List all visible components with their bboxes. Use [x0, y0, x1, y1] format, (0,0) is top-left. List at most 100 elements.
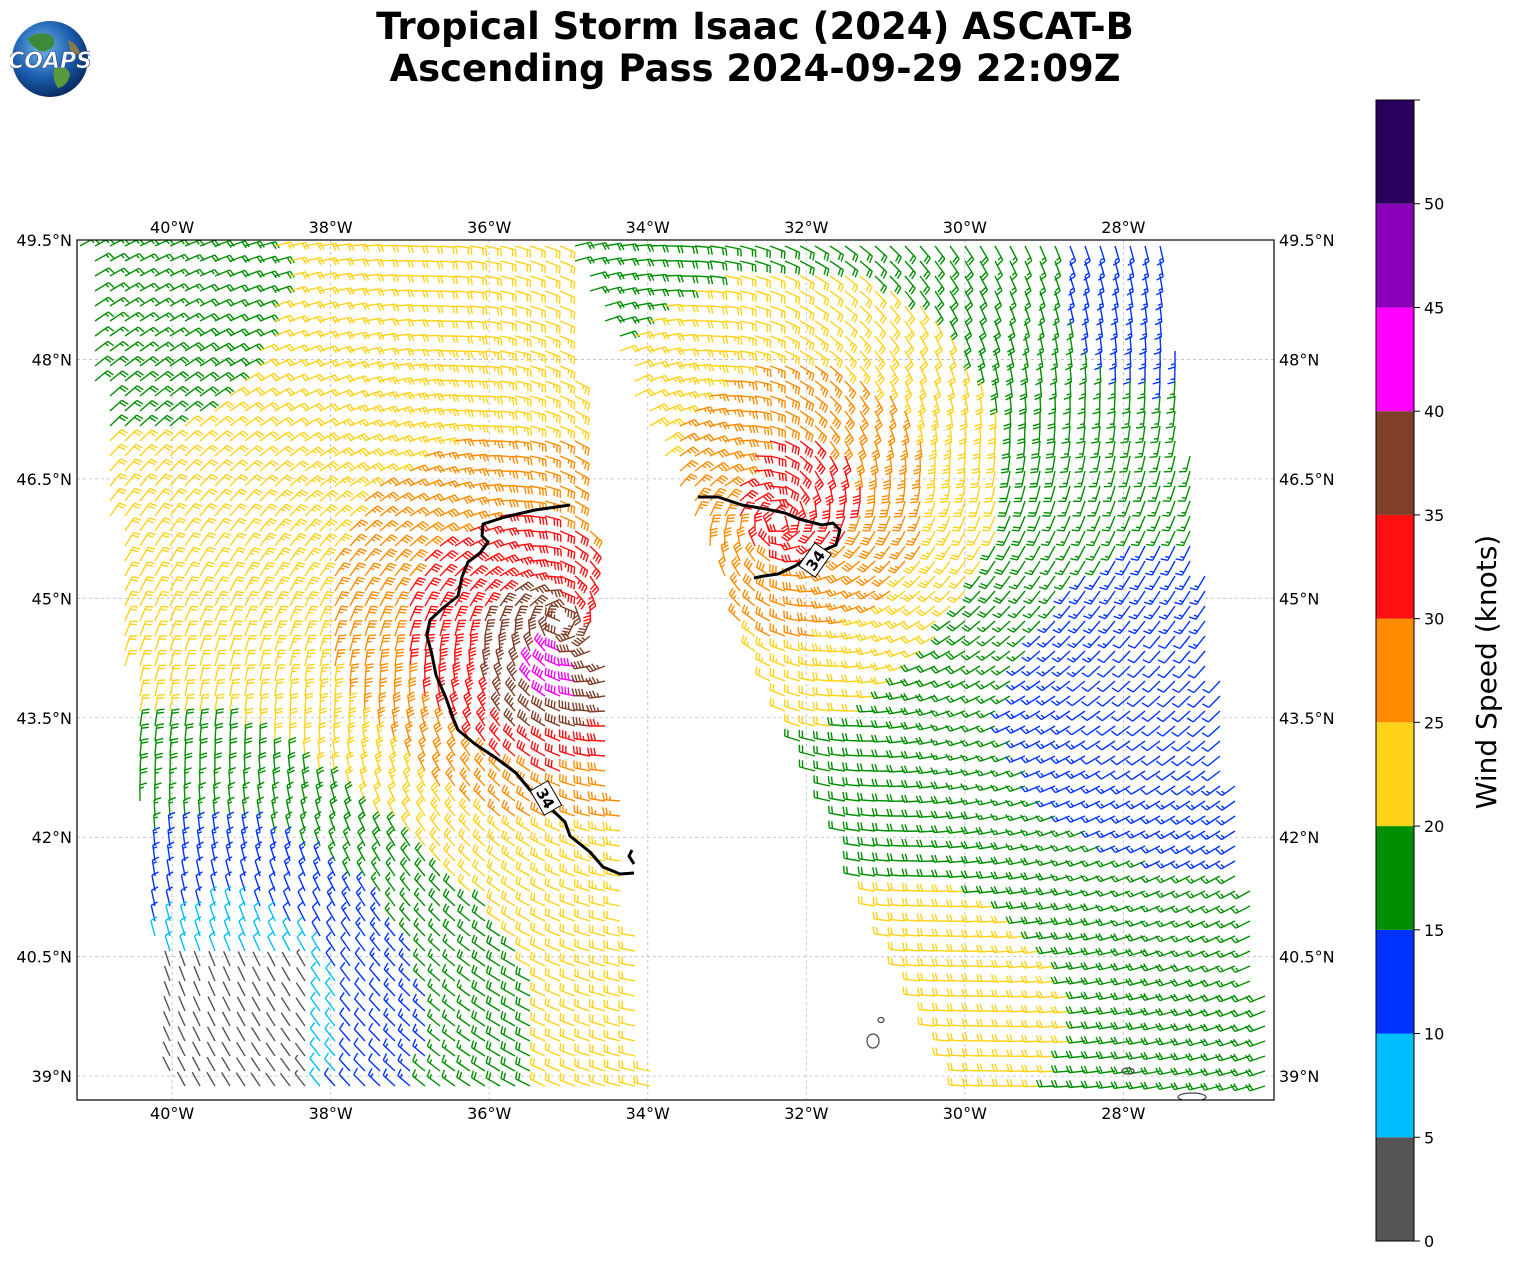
wind-barb	[443, 842, 456, 862]
wind-barb	[784, 335, 801, 350]
wind-barb	[124, 458, 143, 472]
wind-barb	[349, 272, 370, 282]
wind-barb	[503, 692, 516, 712]
wind-barb	[471, 904, 486, 922]
wind-barb	[602, 836, 621, 847]
wind-barb	[514, 335, 532, 348]
wind-barb	[559, 1042, 576, 1057]
wind-barb	[1134, 455, 1146, 473]
wind-barb	[544, 742, 561, 757]
wind-barb	[1008, 575, 1026, 590]
wind-barb	[829, 335, 844, 353]
wind-barb	[364, 576, 381, 592]
wind-barb	[289, 561, 306, 577]
wind-barb	[946, 605, 966, 618]
wind-barb	[443, 812, 456, 832]
wind-barb	[184, 517, 202, 532]
wind-barb	[424, 319, 444, 328]
wind-barb	[469, 305, 488, 316]
wind-barb	[783, 669, 801, 682]
wind-barb	[754, 305, 772, 318]
wind-barb	[1144, 590, 1161, 606]
wind-barb	[353, 1037, 366, 1057]
wind-barb	[544, 952, 561, 967]
wind-barb	[472, 798, 486, 817]
wind-barb	[398, 962, 411, 982]
wind-barb	[319, 590, 335, 607]
wind-barb	[394, 520, 414, 532]
wind-barb	[470, 1070, 486, 1087]
wind-barb	[573, 760, 591, 772]
wind-barb	[184, 561, 201, 577]
wind-barb	[304, 590, 320, 607]
wind-barb	[109, 326, 130, 337]
wind-barb	[574, 530, 590, 547]
wind-barb	[754, 320, 772, 333]
wind-barb	[769, 365, 786, 379]
wind-barb	[319, 533, 338, 547]
wind-barb	[214, 664, 226, 682]
wind-barb	[1149, 440, 1161, 458]
wind-barb	[889, 305, 901, 325]
wind-barb	[398, 978, 411, 997]
wind-barb	[1132, 500, 1146, 517]
wind-barb	[295, 982, 306, 997]
wind-barb	[769, 380, 786, 394]
wind-barb	[799, 365, 815, 382]
wind-barb	[964, 290, 974, 311]
wind-barb	[603, 969, 621, 982]
wind-barb	[1141, 725, 1161, 737]
wind-barb	[199, 327, 220, 337]
wind-barb	[919, 320, 930, 341]
wind-barb	[588, 1029, 606, 1042]
wind-barb	[544, 395, 561, 409]
wind-barb	[339, 1007, 351, 1027]
wind-barb	[946, 620, 966, 632]
wind-barb	[530, 695, 546, 712]
wind-barb	[274, 518, 293, 532]
wind-barb	[501, 829, 516, 847]
wind-barb	[1171, 710, 1191, 723]
wind-barb	[1129, 560, 1146, 576]
wind-barb	[906, 515, 921, 532]
wind-barb	[382, 1038, 396, 1057]
wind-barb	[1053, 590, 1071, 605]
wind-barb	[1038, 305, 1046, 326]
wind-barb	[274, 547, 292, 562]
wind-barb	[349, 258, 370, 267]
wind-barb	[184, 488, 203, 502]
wind-barb	[558, 729, 576, 742]
wind-barb	[1097, 650, 1116, 664]
wind-barb	[1157, 650, 1176, 664]
wind-barb	[244, 255, 265, 264]
wind-barb	[529, 305, 546, 319]
wind-barb	[177, 1026, 186, 1042]
wind-barb	[559, 260, 576, 275]
wind-barb	[349, 519, 369, 532]
lat-tick-label-right: 48°N	[1279, 350, 1319, 369]
wind-barb	[1036, 665, 1056, 677]
wind-barb	[384, 887, 396, 907]
wind-barb	[515, 921, 531, 937]
wind-barb	[409, 562, 428, 577]
wind-barb	[1066, 680, 1086, 692]
lon-tick-label-bottom: 30°W	[943, 1104, 987, 1123]
wind-barb	[586, 733, 606, 742]
wind-barb	[499, 579, 519, 592]
wind-barb	[384, 932, 396, 952]
wind-barb	[1245, 1009, 1266, 1018]
wind-barb	[1131, 515, 1146, 532]
wind-barb	[1069, 575, 1086, 591]
wind-barb	[274, 489, 294, 502]
wind-barb	[414, 872, 426, 892]
wind-barb	[514, 365, 532, 377]
wind-barb	[169, 693, 181, 712]
wind-barb	[484, 245, 502, 257]
wind-barb	[1119, 440, 1131, 459]
wind-barb	[529, 380, 547, 393]
wind-barb	[289, 315, 310, 324]
wind-barb	[967, 500, 981, 517]
wind-barb	[588, 879, 606, 892]
lon-tick-label-top: 38°W	[309, 218, 353, 237]
